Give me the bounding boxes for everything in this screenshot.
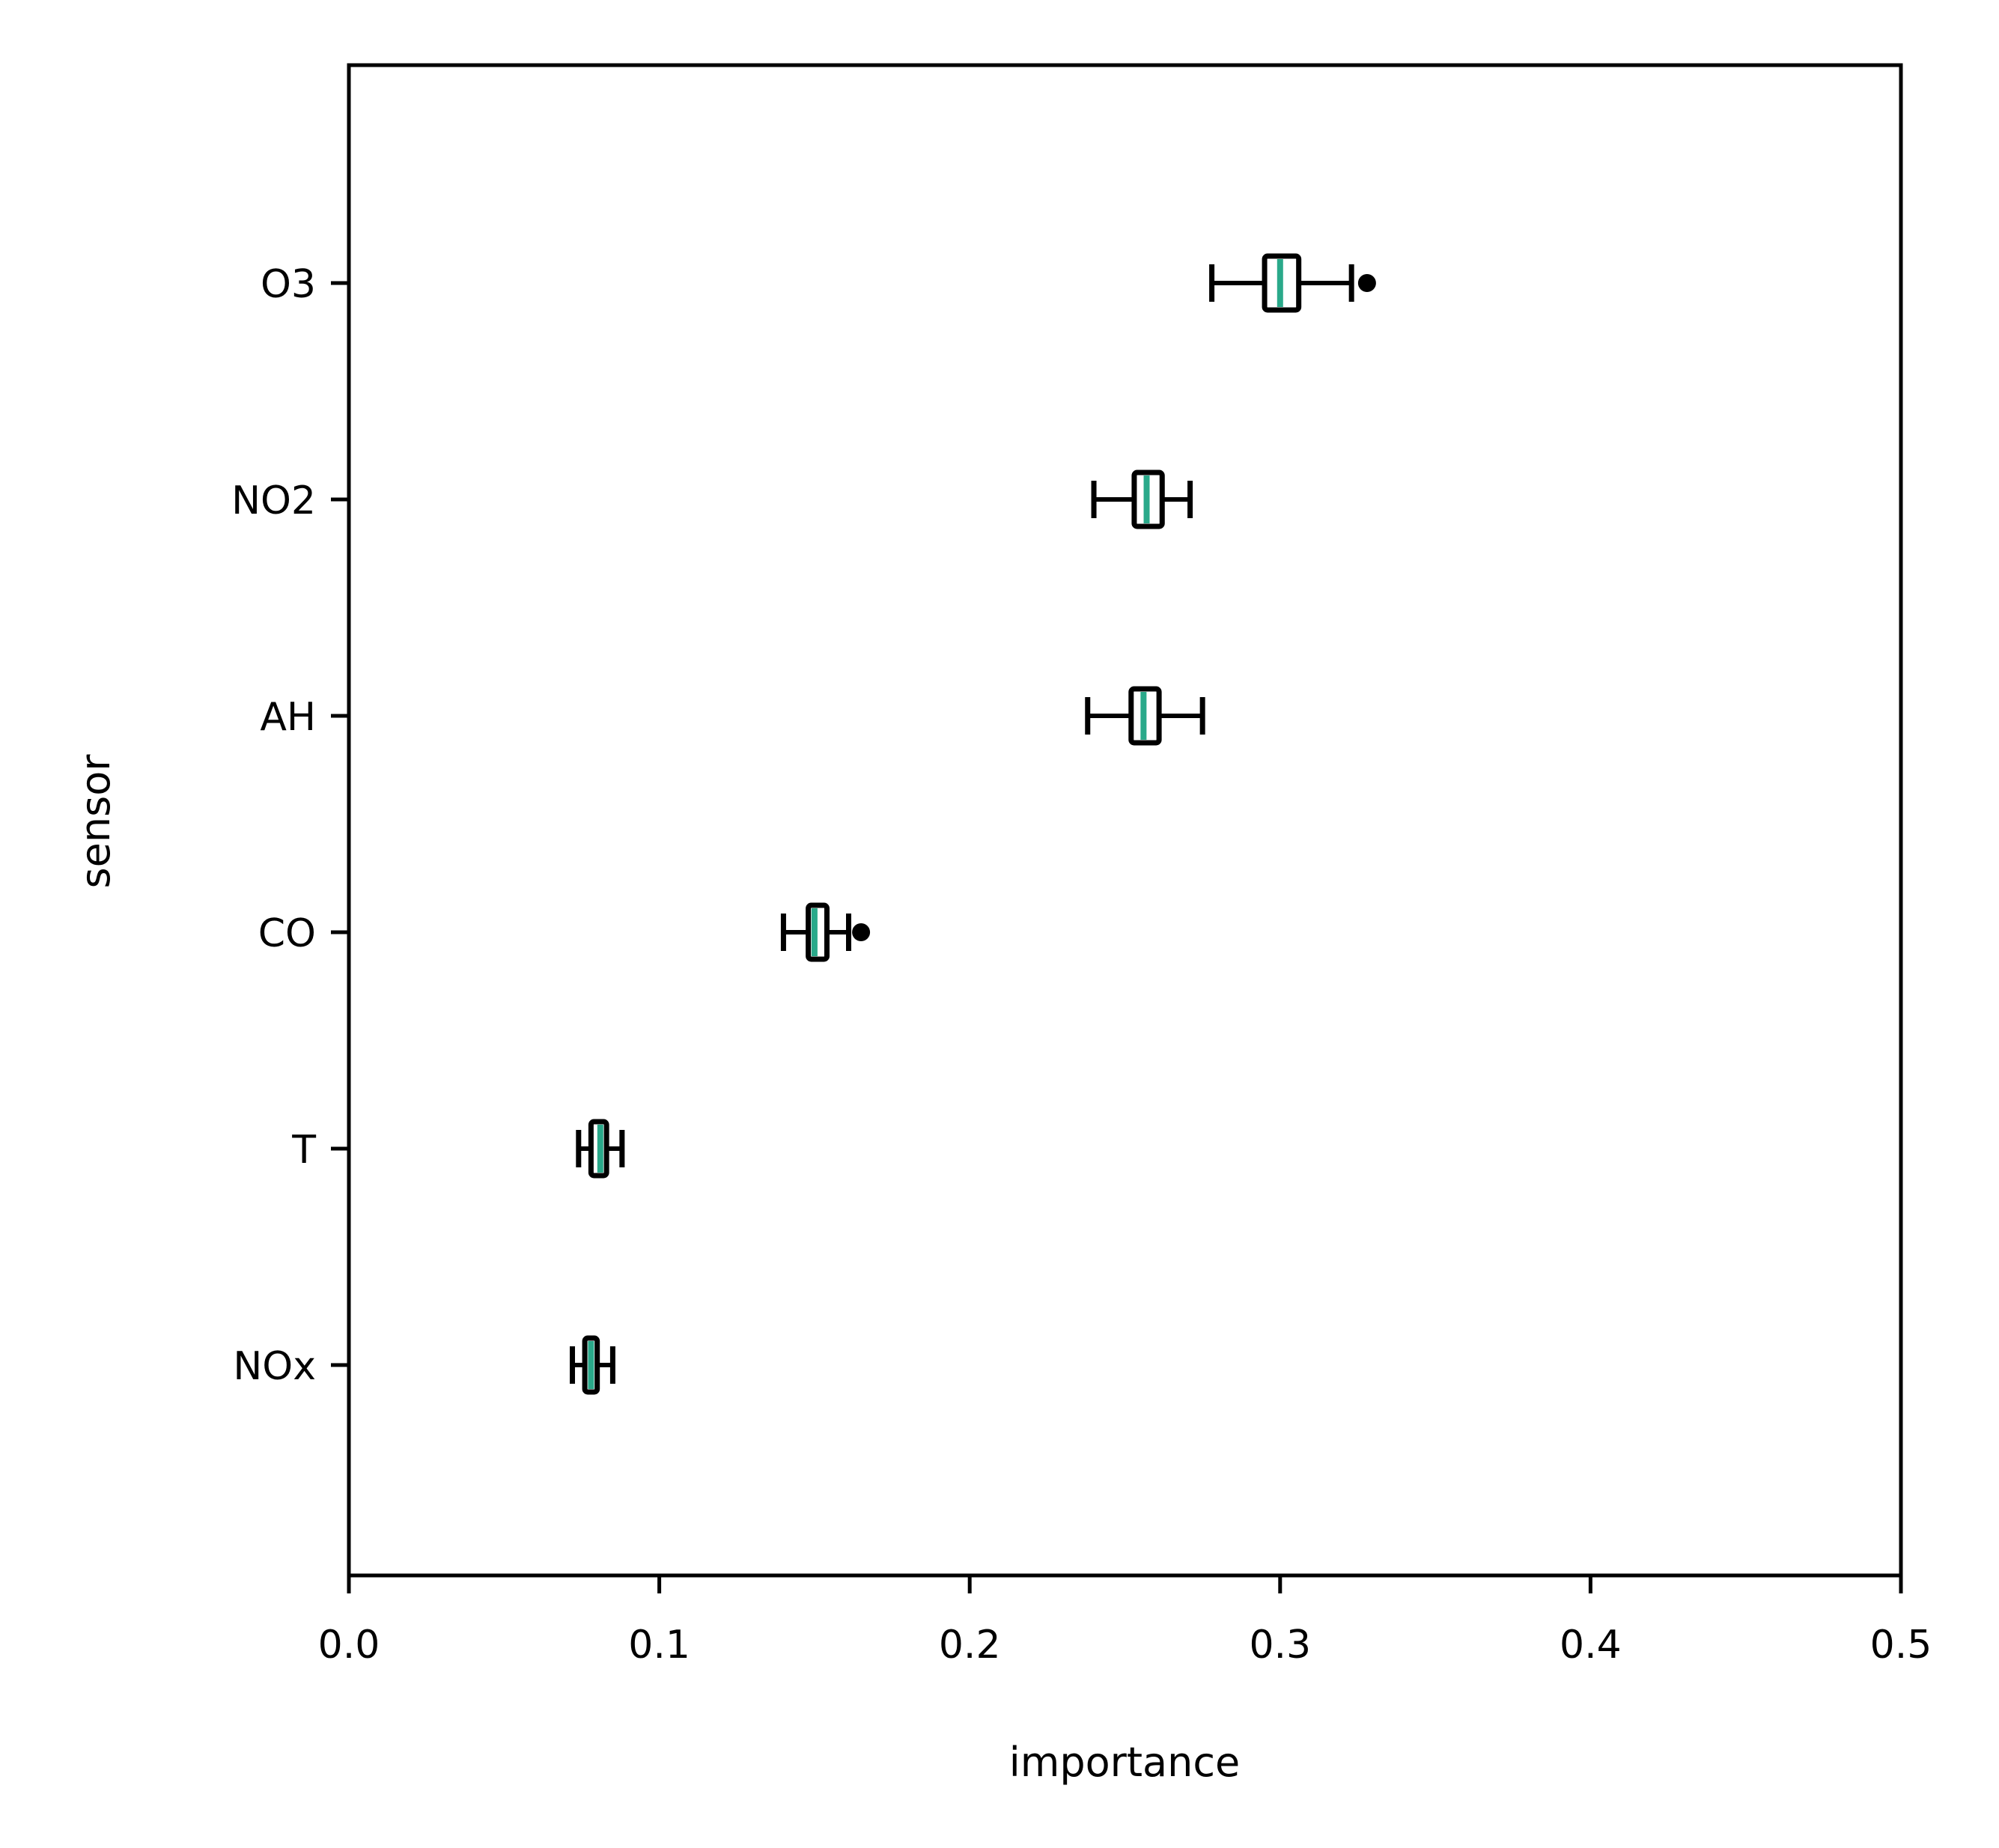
y-tick-label: NOx (233, 1344, 316, 1389)
y-tick-label: CO (258, 911, 316, 956)
box-no2 (1091, 469, 1193, 529)
outlier-point (1357, 274, 1376, 292)
y-tick-label: T (291, 1128, 316, 1173)
box-ah (1085, 686, 1205, 746)
x-axis-label: importance (1009, 1739, 1241, 1786)
y-tick-label: O3 (261, 262, 316, 307)
x-tick-label: 0.5 (1870, 1623, 1932, 1668)
y-tick-label: NO2 (231, 478, 316, 523)
box-o3 (1209, 253, 1376, 313)
box-series (570, 253, 1376, 1395)
box-co (780, 902, 871, 962)
y-axis-label: sensor (72, 754, 119, 889)
x-tick-label: 0.4 (1560, 1623, 1622, 1668)
y-tick-label: AH (260, 695, 316, 740)
y-axis-ticks: O3 NO2 AH CO T NOx (231, 262, 349, 1389)
x-tick-label: 0.1 (628, 1623, 690, 1668)
iqr-box (806, 902, 830, 962)
box-nox (570, 1335, 615, 1395)
box-t (576, 1119, 625, 1179)
outlier-point (852, 923, 871, 941)
x-tick-label: 0.2 (939, 1623, 1001, 1668)
x-tick-label: 0.0 (318, 1623, 380, 1668)
x-axis-ticks: 0.0 0.1 0.2 0.3 0.4 0.5 (318, 1575, 1932, 1668)
x-tick-label: 0.3 (1249, 1623, 1311, 1668)
plot-area-frame (347, 63, 1903, 1578)
